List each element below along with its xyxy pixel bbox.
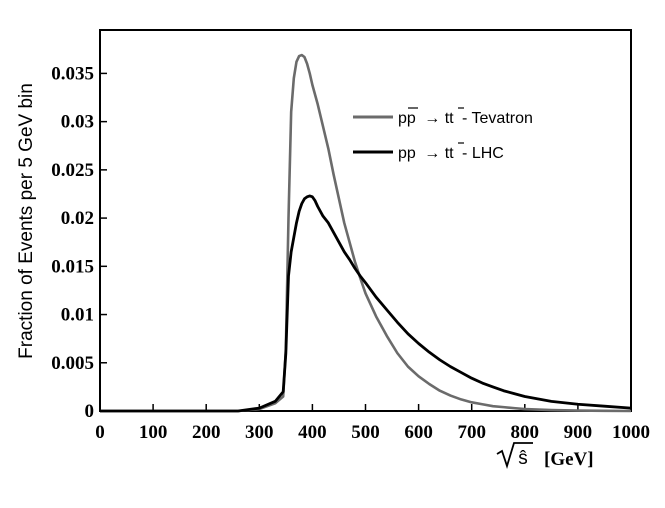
x-tick-label: 300 xyxy=(245,422,274,443)
x-tick-label: 800 xyxy=(511,422,540,443)
x-tick-label: 700 xyxy=(457,422,486,443)
series-line-lhc xyxy=(100,194,632,413)
legend-label-lhc: pp → tt - LHC xyxy=(398,145,504,162)
legend-lhc-beams: pp xyxy=(398,145,416,162)
legend-lhc-collider: - LHC xyxy=(462,145,504,162)
y-axis-title: Fraction of Events per 5 GeV bin xyxy=(16,83,37,359)
y-tick-label: 0.03 xyxy=(61,112,94,133)
x-axis-title: ŝ [GeV] xyxy=(496,442,594,470)
legend-lhc-final: → tt xyxy=(424,145,454,162)
y-tick-label: 0.005 xyxy=(51,353,94,374)
plot-frame xyxy=(99,29,632,412)
x-tick-label: 400 xyxy=(298,422,327,443)
legend-tevatron-collider: - Tevatron xyxy=(462,110,533,127)
y-tick-label: 0 xyxy=(85,401,95,422)
x-tick-label: 200 xyxy=(192,422,221,443)
y-tick-label: 0.01 xyxy=(61,305,94,326)
legend-tevatron-beams: pp xyxy=(398,110,416,127)
x-tick-label: 100 xyxy=(139,422,168,443)
x-tick-label: 1000 xyxy=(612,422,650,443)
x-tick-label: 600 xyxy=(404,422,433,443)
x-tick-label: 500 xyxy=(351,422,380,443)
x-axis-variable: ŝ xyxy=(518,448,528,469)
x-tick-label: 900 xyxy=(564,422,593,443)
y-tick-label: 0.025 xyxy=(51,160,94,181)
y-tick-label: 0.035 xyxy=(51,63,94,84)
series-layer xyxy=(100,53,632,413)
x-axis-unit: [GeV] xyxy=(544,449,594,470)
legend-tevatron-final: → tt xyxy=(424,110,454,127)
series-line-tevatron xyxy=(100,53,632,413)
x-tick-label: 0 xyxy=(95,422,105,443)
legend: pp → tt - Tevatron pp → tt - LHC xyxy=(353,107,533,162)
y-tick-label: 0.02 xyxy=(61,208,94,229)
y-axis-ticks: 0 0.005 0.01 0.015 0.02 0.025 0.03 0.035 xyxy=(51,63,107,422)
legend-label-tevatron: pp → tt - Tevatron xyxy=(398,110,533,127)
y-tick-label: 0.015 xyxy=(51,256,94,277)
sqrt-symbol xyxy=(496,442,533,469)
